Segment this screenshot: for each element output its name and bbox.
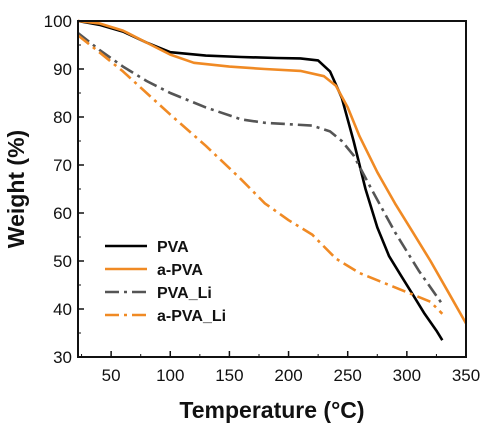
y-tick-label: 100	[44, 12, 72, 31]
series-line-a-pva-li	[77, 34, 444, 315]
y-tick-label: 40	[53, 300, 72, 319]
y-tick-label: 70	[53, 156, 72, 175]
x-tick-label: 300	[393, 366, 421, 385]
x-tick-label: 200	[274, 366, 302, 385]
legend: PVA a-PVA PVA_Li a-PVA_Li	[105, 239, 226, 325]
legend-label: a-PVA	[157, 262, 203, 279]
x-tick-label: 50	[102, 366, 121, 385]
y-tick-label: 30	[53, 348, 72, 367]
series-line-a-pva	[77, 19, 468, 325]
x-axis-title: Temperature (°C)	[179, 397, 364, 423]
axis-tick-labels: 50 100 150 200 250 300 350 30 40 50 60 70 80 90 100	[44, 12, 481, 385]
legend-label: a-PVA_Li	[157, 308, 226, 325]
x-tick-label: 150	[215, 366, 243, 385]
y-tick-label: 90	[53, 60, 72, 79]
y-axis-title: Weight (%)	[3, 130, 29, 248]
series-line-pva-li	[77, 31, 444, 305]
legend-label: PVA	[157, 239, 189, 256]
x-tick-label: 350	[452, 366, 480, 385]
axis-ticks	[78, 20, 467, 358]
plot-lines	[77, 19, 468, 341]
plot-area-frame	[77, 20, 467, 358]
y-tick-label: 60	[53, 204, 72, 223]
y-tick-label: 50	[53, 252, 72, 271]
x-tick-label: 100	[156, 366, 184, 385]
legend-label: PVA_Li	[157, 285, 212, 302]
x-tick-label: 250	[334, 366, 362, 385]
y-tick-label: 80	[53, 108, 72, 127]
